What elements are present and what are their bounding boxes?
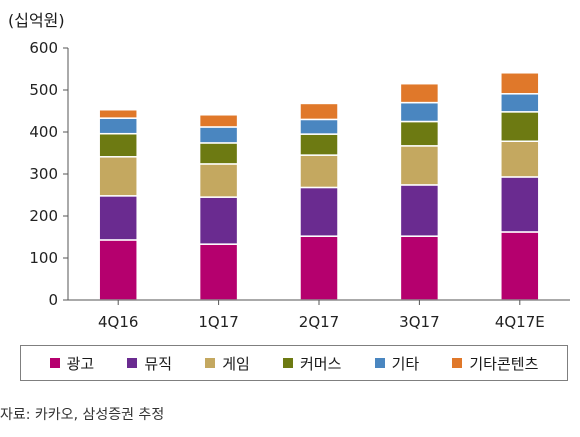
bar-segment (299, 154, 339, 189)
bar-segment (299, 102, 339, 121)
legend-item: 게임 (205, 353, 250, 374)
legend: 광고 뮤직 게임 커머스 기타 기타콘텐츠 (20, 345, 568, 381)
bar-segment (98, 195, 138, 241)
legend-label: 뮤직 (144, 354, 172, 373)
bar-segment (98, 156, 138, 197)
bars (98, 72, 540, 301)
y-tick-label: 500 (29, 81, 58, 99)
bar-segment (198, 196, 239, 245)
legend-label: 기타 (391, 354, 420, 373)
bar-segment (399, 184, 440, 237)
bar-segment (198, 163, 239, 198)
bar-segment (98, 108, 138, 119)
bar-segment (500, 72, 540, 95)
stacked-bar-chart: 0 100 200 300 400 500 600 4Q16 1Q17 2Q17 3Q17 4Q17… (29, 39, 570, 330)
bar-segment (500, 111, 540, 142)
y-tick-label: 400 (29, 123, 58, 141)
bar-segment (98, 117, 138, 135)
x-tick-label: 4Q16 (98, 313, 138, 330)
x-tick-label: 1Q17 (198, 313, 238, 330)
legend-label: 게임 (222, 354, 250, 373)
legend-label: 광고 (66, 354, 95, 373)
legend-item: 기타 (374, 353, 420, 374)
bar-segment (399, 145, 440, 186)
x-axis: 4Q16 1Q17 2Q17 3Q17 4Q17E (68, 299, 570, 330)
bar-segment (299, 235, 339, 301)
legend-item: 커머스 (282, 353, 342, 374)
bar-segment (399, 101, 440, 123)
y-tick-label: 0 (48, 291, 58, 309)
bar-segment (198, 126, 239, 144)
legend-swatch (282, 358, 293, 368)
bar-segment (500, 231, 540, 301)
legend-item: 기타콘텐츠 (452, 353, 538, 374)
y-axis: 0 100 200 300 400 500 600 (29, 39, 69, 309)
y-tick-label: 100 (29, 249, 58, 267)
legend-swatch (49, 358, 60, 368)
bar-segment (299, 118, 339, 135)
y-tick-label: 600 (29, 39, 58, 57)
legend-item: 뮤직 (127, 353, 172, 374)
bar-segment (500, 93, 540, 113)
legend-swatch (452, 358, 463, 368)
x-tick-label: 4Q17E (495, 313, 545, 330)
bar-segment (299, 186, 339, 237)
bar-segment (98, 239, 138, 301)
bar-segment (299, 133, 339, 156)
bar-segment (198, 142, 239, 165)
y-tick-label: 300 (29, 165, 58, 183)
legend-swatch (127, 358, 138, 368)
legend-swatch (205, 358, 216, 368)
source-note: 자료: 카카오, 삼성증권 추정 (0, 407, 165, 423)
bar-segment (98, 132, 138, 158)
bar-segment (399, 235, 440, 301)
bar-segment (500, 176, 540, 233)
y-tick-label: 200 (29, 207, 58, 225)
legend-swatch (374, 358, 385, 368)
x-tick-label: 3Q17 (399, 313, 439, 330)
legend-label: 커머스 (299, 354, 342, 373)
y-axis-unit-label: (십억원) (8, 11, 65, 30)
legend-item: 광고 (49, 353, 95, 374)
bar-segment (399, 82, 440, 104)
bar-segment (198, 114, 239, 128)
x-tick-label: 2Q17 (299, 313, 339, 330)
bar-segment (399, 120, 440, 147)
legend-label: 기타콘텐츠 (469, 354, 539, 373)
bar-segment (198, 243, 239, 301)
bar-segment (500, 140, 540, 178)
